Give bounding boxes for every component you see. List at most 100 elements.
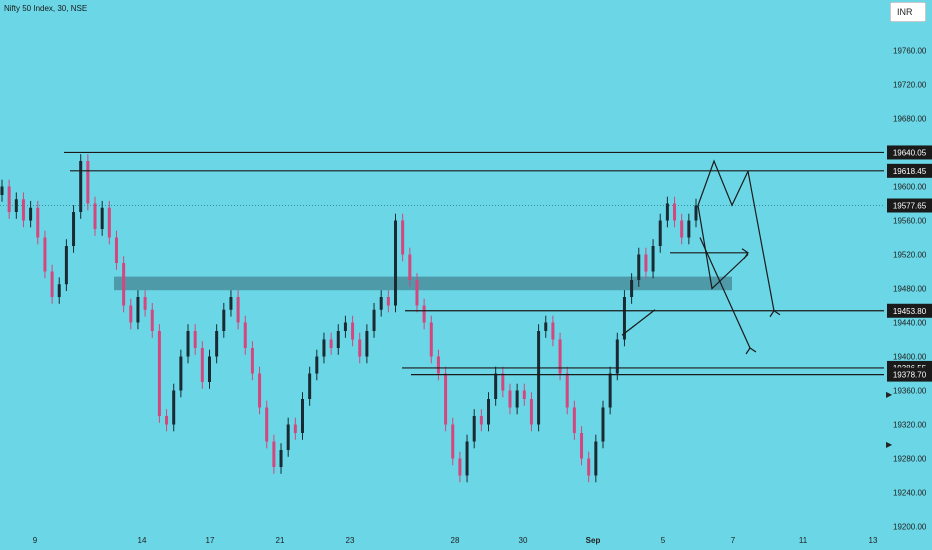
- price-tag-bg: [887, 198, 932, 213]
- price-tag-bg: [887, 303, 932, 318]
- candle-body: [272, 441, 276, 467]
- candle-body: [165, 416, 169, 425]
- candle-body: [7, 186, 11, 212]
- candle-body: [250, 348, 254, 374]
- price-tag-label: 19618.45: [893, 167, 927, 176]
- candle-body: [587, 458, 591, 476]
- candle-body: [408, 254, 412, 280]
- candle-body: [343, 322, 347, 331]
- projection-path: [621, 309, 656, 336]
- candle-body: [143, 297, 147, 310]
- y-tick-label: 19600.00: [893, 183, 927, 192]
- price-tag-label: 19453.80: [893, 307, 927, 316]
- x-tick-label: 7: [731, 536, 736, 545]
- candle-body: [36, 207, 40, 238]
- candle-body: [186, 331, 190, 357]
- y-tick-label: 19320.00: [893, 421, 927, 430]
- candle-body: [422, 305, 426, 323]
- candle-body: [601, 407, 605, 442]
- candle-body: [107, 207, 111, 238]
- x-tick-label: 9: [33, 536, 38, 545]
- y-tick-label: 19440.00: [893, 319, 927, 328]
- scroll-right-icon[interactable]: ▶: [886, 390, 893, 399]
- candle-body: [558, 339, 562, 374]
- x-tick-label: 17: [206, 536, 215, 545]
- y-tick-label: 19680.00: [893, 115, 927, 124]
- candle-body: [172, 390, 176, 425]
- candle-body: [665, 203, 669, 221]
- candle-body: [293, 424, 297, 433]
- candle-body: [537, 331, 541, 425]
- y-tick-label: 19240.00: [893, 489, 927, 498]
- candle-body: [644, 254, 648, 272]
- candle-body: [57, 284, 61, 297]
- x-tick-label: 30: [519, 536, 528, 545]
- price-tag-label: 19577.65: [893, 201, 927, 210]
- candle-body: [29, 207, 33, 221]
- candle-body: [315, 356, 319, 374]
- candle-body: [100, 207, 104, 229]
- candle-body: [136, 297, 140, 323]
- candle-body: [21, 199, 25, 221]
- candle-body: [179, 356, 183, 391]
- time-axis[interactable]: 9 14 17 21 23 28 30 Sep 5 7 11 13: [33, 536, 878, 545]
- candle-body: [529, 399, 533, 425]
- candle-body: [150, 309, 154, 331]
- price-tag-label: 19378.70: [893, 371, 927, 380]
- x-tick-label: 28: [451, 536, 460, 545]
- x-tick-label: 14: [138, 536, 147, 545]
- candle-body: [322, 339, 326, 357]
- price-axis[interactable]: 19760.0019720.0019680.0019640.0019600.00…: [893, 47, 927, 532]
- candle-body: [79, 161, 83, 212]
- y-tick-label: 19720.00: [893, 81, 927, 90]
- candle-body: [680, 220, 684, 238]
- candle-body: [458, 458, 462, 476]
- arrowhead: [769, 309, 781, 318]
- candle-body: [515, 390, 519, 408]
- candle-body: [415, 280, 419, 306]
- price-tags: 19640.0519618.4519453.8019386.5519378.70…: [887, 145, 932, 382]
- price-tag-bg: [887, 163, 932, 178]
- candle-body: [14, 199, 18, 212]
- candle-body: [243, 322, 247, 348]
- candle-body: [508, 390, 512, 408]
- candle-body: [157, 331, 161, 416]
- x-tick-label: Sep: [586, 536, 601, 545]
- candle-body: [401, 220, 405, 255]
- candle-body: [86, 161, 90, 204]
- candle-body: [336, 331, 340, 348]
- candle-body: [122, 263, 126, 306]
- x-tick-label: 5: [661, 536, 666, 545]
- currency-button[interactable]: INR: [890, 2, 926, 22]
- y-tick-label: 19400.00: [893, 353, 927, 362]
- candle-body: [43, 237, 47, 272]
- candle-body: [308, 373, 312, 399]
- x-tick-label: 11: [799, 536, 808, 545]
- candle-body: [222, 309, 226, 331]
- price-tag-label: 19640.05: [893, 148, 927, 157]
- candle-body: [114, 237, 118, 263]
- candle-body: [129, 305, 133, 323]
- candle-body: [465, 441, 469, 476]
- x-tick-label: 21: [276, 536, 285, 545]
- candle-body: [358, 339, 362, 357]
- candle-body: [501, 373, 505, 391]
- candle-body: [630, 280, 634, 297]
- candle-body: [72, 212, 76, 246]
- candle-body: [615, 339, 619, 374]
- x-tick-label: 13: [869, 536, 878, 545]
- candle-body: [207, 356, 211, 382]
- projection-path: [697, 159, 749, 207]
- candle-body: [594, 441, 598, 476]
- y-tick-label: 19560.00: [893, 217, 927, 226]
- candles-group: [0, 154, 698, 483]
- candle-body: [580, 433, 584, 459]
- scroll-right-icon-2[interactable]: ▶: [886, 440, 893, 449]
- candle-body: [444, 373, 448, 425]
- y-tick-label: 19480.00: [893, 285, 927, 294]
- candle-body: [351, 322, 355, 340]
- candle-body: [479, 416, 483, 425]
- price-tag-bg: [887, 145, 932, 160]
- candle-body: [687, 220, 691, 238]
